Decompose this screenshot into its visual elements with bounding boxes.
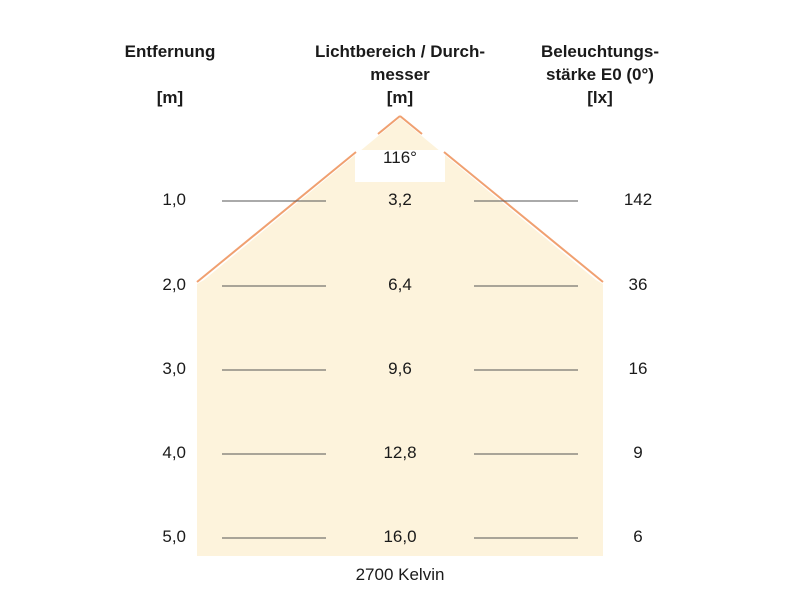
beam-edge-left-upper	[377, 115, 401, 135]
header-diameter: Lichtbereich / Durch- messer [m]	[300, 40, 500, 109]
header-illuminance: Beleuchtungs- stärke E0 (0°) [lx]	[520, 40, 680, 109]
distance-value: 5,0	[162, 527, 186, 546]
illuminance-value: 36	[628, 275, 648, 294]
beam-edge-right	[443, 151, 604, 283]
illuminance-value: 9	[633, 443, 643, 462]
header-diameter-unit: [m]	[386, 88, 414, 107]
diameter-value: 3,2	[388, 190, 412, 209]
diameter-value: 9,6	[388, 359, 412, 378]
distance-value: 1,0	[162, 190, 186, 209]
header-illuminance-title-2: stärke E0 (0°)	[546, 65, 654, 84]
header-distance-title: Entfernung	[124, 42, 216, 61]
diameter-value: 12,8	[383, 443, 417, 462]
distance-value: 4,0	[162, 443, 186, 462]
beam-edge-left	[196, 151, 357, 283]
header-distance-unit: [m]	[156, 88, 184, 107]
illuminance-value: 16	[628, 359, 648, 378]
beam-cone-fill	[197, 118, 603, 556]
header-distance: Entfernung [m]	[110, 40, 230, 109]
diameter-value: 6,4	[388, 275, 412, 294]
header-illuminance-title: Beleuchtungs-	[540, 42, 660, 61]
header-diameter-title: Lichtbereich / Durch-	[314, 42, 486, 61]
distance-value: 3,0	[162, 359, 186, 378]
distance-value: 2,0	[162, 275, 186, 294]
illuminance-value: 142	[623, 190, 653, 209]
illuminance-value: 6	[633, 527, 643, 546]
beam-angle-label: 116°	[383, 148, 417, 167]
angle-label-notch	[355, 150, 445, 182]
beam-edge-right-upper	[399, 115, 423, 135]
header-diameter-title-2: messer	[370, 65, 430, 84]
header-distance-title-2	[110, 63, 230, 86]
diameter-value: 16,0	[383, 527, 417, 546]
row-rule-lines	[222, 200, 578, 539]
header-illuminance-unit: [lx]	[587, 88, 613, 107]
color-temperature-label: 2700 Kelvin	[355, 565, 445, 584]
